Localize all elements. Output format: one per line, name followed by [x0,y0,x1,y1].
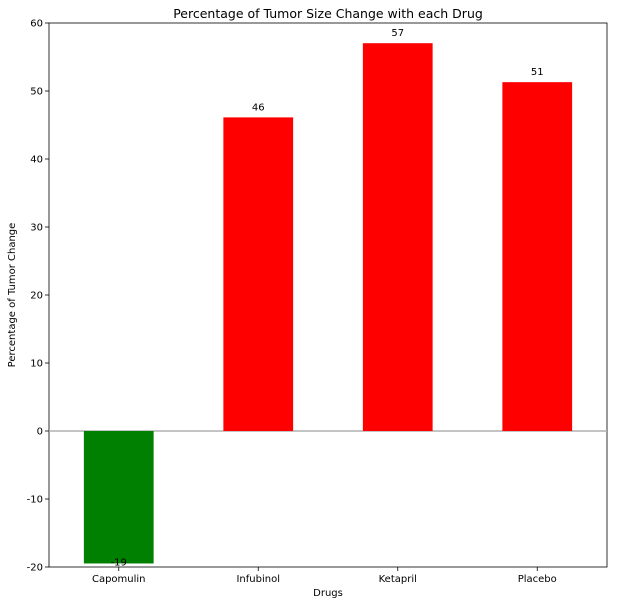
y-tick-label: 10 [30,359,43,370]
y-axis-label: Percentage of Tumor Change [7,223,18,368]
x-tick-label: Capomulin [92,574,146,585]
chart-title: Percentage of Tumor Size Change with eac… [173,6,483,21]
y-tick-label: 20 [30,291,43,302]
bar-capomulin [83,431,154,564]
y-tick-label: 30 [30,223,43,234]
x-tick-label: Ketapril [379,574,417,585]
y-tick-label: 60 [30,19,43,30]
y-tick-label: 40 [30,155,43,166]
data-label-capomulin: -19 [111,557,127,568]
x-tick-label: Placebo [518,574,557,585]
y-tick-label: -20 [27,563,43,574]
y-tick-label: -10 [27,495,43,506]
bar-infubinol [223,117,294,431]
bar-placebo [502,82,573,431]
data-label-infubinol: 46 [252,102,265,113]
data-label-ketapril: 57 [391,28,404,39]
bar-ketapril [362,43,433,432]
x-axis-label: Drugs [313,588,343,599]
data-label-placebo: 51 [531,67,544,78]
y-tick-label: 0 [37,427,43,438]
y-tick-label: 50 [30,87,43,98]
x-tick-label: Infubinol [236,574,280,585]
